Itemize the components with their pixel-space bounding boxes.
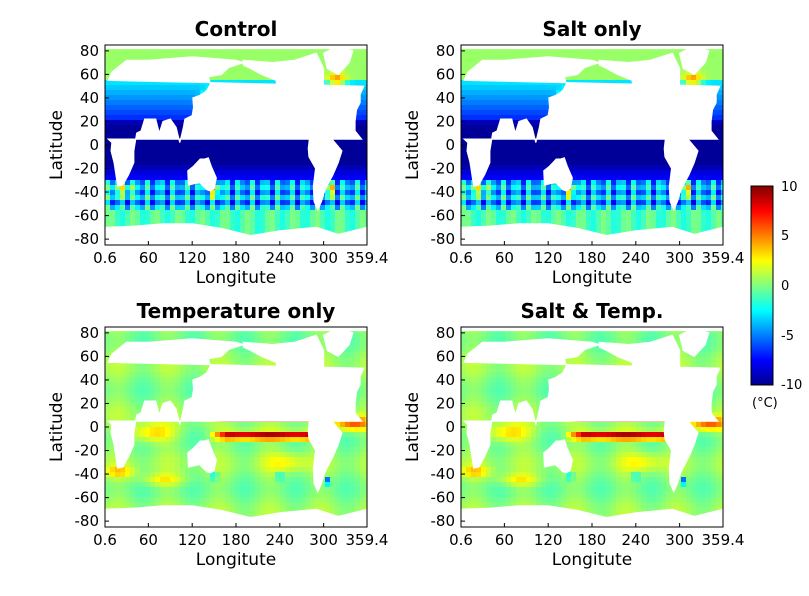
y-tick-label: 20	[80, 394, 99, 412]
y-tick-label: -80	[75, 230, 100, 248]
x-tick-label: 240	[265, 531, 294, 549]
y-tick-label: 20	[436, 112, 455, 130]
y-tick-label: 20	[436, 394, 455, 412]
x-tick-label: 359.4	[346, 249, 389, 267]
y-tick-label: -20	[431, 442, 456, 460]
y-tick-label: 60	[436, 65, 455, 83]
colorbar: 10 5 0 -5 -10 (°C)	[750, 180, 802, 411]
y-tick-label: 40	[436, 89, 455, 107]
x-tick-label: 300	[665, 531, 694, 549]
y-tick-label: 0	[445, 418, 455, 436]
x-tick-label: 60	[495, 249, 514, 267]
x-tick-label: 180	[222, 249, 251, 267]
land-mask	[461, 45, 723, 245]
panel-title: Salt only	[542, 17, 641, 41]
x-tick-label: 60	[139, 249, 158, 267]
land-mask	[461, 327, 723, 527]
x-tick-label: 359.4	[346, 531, 389, 549]
map-panel-4: Salt & Temp. 0.6 60 120 180 240 300 359.4 80 60 40…	[403, 299, 744, 570]
colorbar-tick-neg5: -5	[781, 329, 794, 344]
x-tick-label: 0.6	[449, 531, 473, 549]
colorbar-tick-10: 10	[781, 180, 798, 195]
y-axis-label: Latitude	[403, 110, 423, 180]
y-axis-label: Latitude	[47, 392, 67, 462]
x-axis-label: Longitute	[196, 550, 276, 570]
y-tick-label: -20	[431, 160, 456, 178]
x-tick-label: 180	[222, 531, 251, 549]
x-tick-label: 240	[621, 249, 650, 267]
x-tick-label: 0.6	[93, 531, 117, 549]
y-tick-label: -60	[431, 207, 456, 225]
colorbar-gradient	[750, 185, 774, 386]
y-tick-label: -40	[75, 183, 100, 201]
y-tick-label: 40	[80, 89, 99, 107]
x-tick-label: 300	[309, 531, 338, 549]
y-tick-label: 80	[436, 42, 455, 60]
y-tick-label: -80	[431, 230, 456, 248]
panel-title: Temperature only	[137, 299, 336, 323]
y-axis-label: Latitude	[47, 110, 67, 180]
x-tick-label: 120	[534, 249, 563, 267]
x-tick-label: 300	[309, 249, 338, 267]
y-tick-label: 60	[80, 65, 99, 83]
y-tick-label: -40	[431, 465, 456, 483]
colorbar-tick-neg10: -10	[781, 378, 802, 393]
x-tick-label: 120	[534, 531, 563, 549]
x-tick-label: 120	[178, 249, 207, 267]
y-tick-label: 40	[436, 371, 455, 389]
y-tick-label: -60	[75, 207, 100, 225]
x-axis-label: Longitute	[552, 550, 632, 570]
panel-title: Salt & Temp.	[521, 299, 664, 323]
x-tick-label: 359.4	[702, 249, 745, 267]
y-tick-label: -40	[431, 183, 456, 201]
y-tick-label: 80	[80, 324, 99, 342]
y-tick-label: 60	[436, 347, 455, 365]
y-tick-label: -20	[75, 160, 100, 178]
y-tick-label: -60	[75, 489, 100, 507]
y-tick-label: 80	[80, 42, 99, 60]
x-tick-label: 0.6	[449, 249, 473, 267]
map-panel-2: Salt only 0.6 60 120 180 240 300 359.4 80 60 40 20 0…	[403, 17, 744, 288]
colorbar-tick-5: 5	[781, 229, 789, 244]
land-mask	[105, 45, 367, 245]
y-axis-label: Latitude	[403, 392, 423, 462]
x-tick-label: 60	[139, 531, 158, 549]
x-axis-label: Longitute	[552, 268, 632, 288]
x-tick-label: 180	[578, 531, 607, 549]
x-axis-label: Longitute	[196, 268, 276, 288]
y-tick-label: 80	[436, 324, 455, 342]
y-tick-label: 20	[80, 112, 99, 130]
y-tick-label: -80	[431, 512, 456, 530]
x-tick-label: 240	[621, 531, 650, 549]
y-tick-label: 40	[80, 371, 99, 389]
x-tick-label: 120	[178, 531, 207, 549]
x-tick-label: 180	[578, 249, 607, 267]
land-mask	[105, 327, 367, 527]
map-panel-1: Control 0.6 60 120 180 240 300 359.4 80 60 40 20 0 -2…	[47, 17, 388, 288]
x-tick-label: 0.6	[93, 249, 117, 267]
colorbar-tick-0: 0	[781, 279, 789, 294]
x-tick-label: 300	[665, 249, 694, 267]
y-tick-label: 0	[89, 418, 99, 436]
x-tick-label: 60	[495, 531, 514, 549]
map-panel-3: Temperature only 0.6 60 120 180 240 300 359.4 80…	[47, 299, 388, 570]
y-tick-label: 60	[80, 347, 99, 365]
y-tick-label: -80	[75, 512, 100, 530]
y-tick-label: -40	[75, 465, 100, 483]
y-tick-label: -60	[431, 489, 456, 507]
colorbar-label: (°C)	[752, 396, 778, 411]
y-tick-label: -20	[75, 442, 100, 460]
y-tick-label: 0	[445, 136, 455, 154]
x-tick-label: 240	[265, 249, 294, 267]
x-tick-label: 359.4	[702, 531, 745, 549]
panel-title: Control	[195, 17, 278, 41]
y-tick-label: 0	[89, 136, 99, 154]
